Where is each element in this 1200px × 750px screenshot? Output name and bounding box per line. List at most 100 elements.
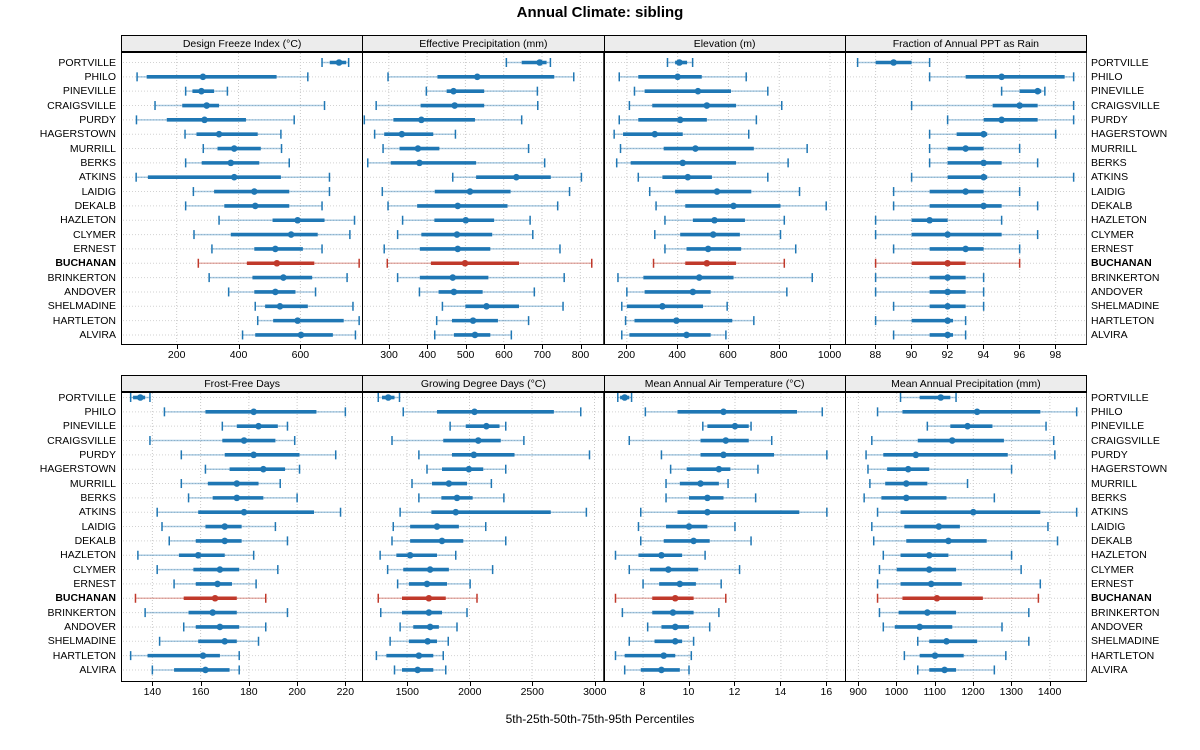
- interval-ernest: [397, 579, 472, 589]
- median-dot: [221, 637, 229, 645]
- interval-buchanan: [614, 593, 727, 603]
- station-label-laidig: LAIDIG: [81, 520, 116, 533]
- axis-tick-mark: [642, 682, 644, 686]
- axis-tick-label: 98: [1049, 349, 1062, 361]
- interval-berks: [863, 493, 995, 503]
- interval-craigsville: [910, 101, 1075, 111]
- interval-hagerstown: [866, 464, 1013, 474]
- median-dot: [931, 652, 939, 659]
- axis-tick-label: 600: [719, 349, 737, 361]
- interval-hazleton: [663, 215, 785, 225]
- axis-tick-mark: [248, 682, 250, 686]
- axis-tick-mark: [542, 345, 544, 349]
- median-dot: [689, 288, 696, 296]
- axis-tick-mark: [345, 682, 347, 686]
- median-dot: [669, 609, 676, 616]
- median-dot: [294, 216, 301, 224]
- interval-alvira: [620, 330, 727, 340]
- interval-atkins: [910, 172, 1075, 182]
- median-dot: [973, 408, 981, 416]
- interval-brinkerton: [380, 608, 468, 618]
- median-dot: [935, 523, 942, 530]
- interval-hagerstown: [928, 129, 1057, 139]
- axis-tick-mark: [911, 345, 913, 349]
- axis-tick-label: 600: [495, 349, 513, 361]
- panel-strip: Mean Annual Precipitation (mm): [844, 375, 1087, 392]
- interval-berks: [928, 158, 1039, 168]
- median-dot: [925, 566, 933, 573]
- median-dot: [287, 231, 295, 238]
- interval-berks: [184, 158, 291, 168]
- interval-dekalb: [184, 201, 323, 211]
- median-dot: [902, 494, 910, 502]
- station-label-brinkerton: BRINKERTON: [1091, 606, 1160, 619]
- axis-row: 1500 2000 2500 3000: [362, 682, 606, 700]
- station-label-brinkerton: BRINKERTON: [47, 271, 116, 284]
- axis-tick-label: 2500: [520, 686, 544, 698]
- median-dot: [902, 480, 910, 487]
- interval-clymer: [387, 565, 494, 575]
- median-dot: [694, 87, 701, 95]
- axis-tick-mark: [152, 682, 154, 686]
- interval-hagerstown: [204, 464, 301, 474]
- panel-canvas: [362, 392, 605, 682]
- station-label-alvira: ALVIRA: [79, 328, 116, 341]
- median-dot: [251, 188, 258, 195]
- median-dot: [675, 59, 683, 66]
- axis-tick-label: 1300: [999, 686, 1023, 698]
- median-dot: [721, 437, 729, 444]
- panel-background: [844, 52, 1087, 345]
- median-dot: [710, 216, 718, 224]
- median-dot: [483, 302, 491, 310]
- median-dot: [240, 437, 248, 444]
- median-dot: [273, 259, 281, 267]
- station-label-clymer: CLYMER: [73, 563, 116, 576]
- panel-strip: Mean Annual Air Temperature (°C): [603, 375, 846, 392]
- median-dot: [475, 437, 482, 444]
- median-dot: [695, 274, 703, 281]
- median-dot: [650, 130, 658, 138]
- station-label-laidig: LAIDIG: [81, 185, 116, 198]
- interval-ernest: [641, 579, 722, 589]
- interval-philo: [136, 72, 309, 82]
- median-dot: [203, 102, 210, 109]
- interval-andover: [646, 622, 710, 632]
- chart-title: Annual Climate: sibling: [516, 4, 684, 21]
- median-dot: [260, 465, 267, 473]
- median-dot: [398, 130, 406, 138]
- axis-row: 8 10 12 14 16: [604, 682, 846, 700]
- axis-tick-mark: [1019, 345, 1021, 349]
- axis-tick-mark: [427, 345, 429, 349]
- interval-hartleton: [375, 651, 445, 661]
- median-dot: [676, 580, 683, 588]
- panel-strip-title: Frost-Free Days: [204, 377, 281, 390]
- median-dot: [137, 394, 144, 401]
- panel-canvas: [121, 52, 364, 345]
- interval-hartleton: [903, 651, 1007, 661]
- axis-tick-mark: [896, 682, 898, 686]
- median-dot: [672, 317, 680, 324]
- station-label-andover: ANDOVER: [1091, 620, 1143, 633]
- panel-background: [844, 392, 1087, 682]
- median-dot: [933, 594, 940, 602]
- median-dot: [948, 437, 956, 444]
- median-dot: [199, 73, 207, 81]
- axis-row: 200 400 600 800 1000: [604, 345, 846, 363]
- median-dot: [682, 331, 690, 339]
- station-label-laidig: LAIDIG: [1091, 185, 1126, 198]
- interval-purdy: [363, 115, 523, 125]
- interval-philo: [402, 407, 582, 417]
- median-dot: [471, 408, 479, 416]
- median-dot: [980, 159, 987, 167]
- interval-hazleton: [882, 550, 1013, 560]
- interval-philo: [876, 407, 1078, 417]
- interval-dekalb: [387, 201, 559, 211]
- median-dot: [471, 331, 479, 339]
- axis-tick-mark: [594, 682, 596, 686]
- median-dot: [944, 302, 951, 310]
- median-dot: [671, 623, 679, 631]
- interval-brinkerton: [397, 273, 566, 283]
- median-dot: [240, 508, 248, 516]
- median-dot: [427, 623, 434, 631]
- station-label-atkins: ATKINS: [78, 171, 116, 184]
